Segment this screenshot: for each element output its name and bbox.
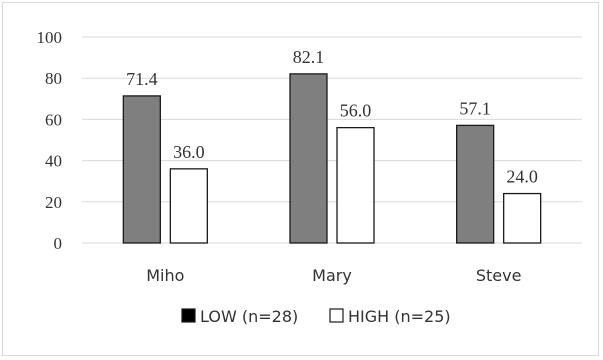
bar-low-miho [122, 95, 161, 244]
data-label: 71.4 [126, 69, 158, 89]
bar-high-mary [336, 126, 375, 244]
category-label-mary: Mary [312, 266, 352, 285]
y-tick-label: 0 [54, 234, 63, 253]
legend: LOW (n=28) HIGH (n=25) [181, 307, 451, 326]
bar-low-steve [456, 124, 495, 244]
gridlines [82, 36, 582, 244]
data-label: 82.1 [293, 47, 325, 67]
labels: 0 20 40 60 80 100 71.4 36.0 Miho 82.1 56.0 Mary 57.1… [37, 28, 538, 285]
data-label: 57.1 [459, 98, 491, 118]
y-tick-label: 80 [45, 69, 62, 88]
legend-label-low: LOW (n=28) [200, 307, 298, 326]
legend-label-high: HIGH (n=25) [348, 307, 451, 326]
y-tick-label: 60 [45, 110, 62, 129]
y-tick-label: 40 [45, 152, 62, 171]
bar-high-miho [169, 168, 208, 244]
data-label: 56.0 [340, 101, 372, 121]
bar-low-mary [289, 73, 328, 244]
legend-swatch-high [329, 308, 344, 323]
data-label: 24.0 [506, 167, 538, 187]
bar-high-steve [503, 192, 542, 244]
y-tick-label: 100 [37, 28, 63, 47]
y-tick-label: 20 [45, 193, 62, 212]
bars [122, 73, 542, 244]
data-label: 36.0 [173, 142, 205, 162]
category-label-steve: Steve [476, 266, 522, 285]
category-label-miho: Miho [146, 266, 184, 285]
legend-swatch-low [181, 308, 196, 323]
